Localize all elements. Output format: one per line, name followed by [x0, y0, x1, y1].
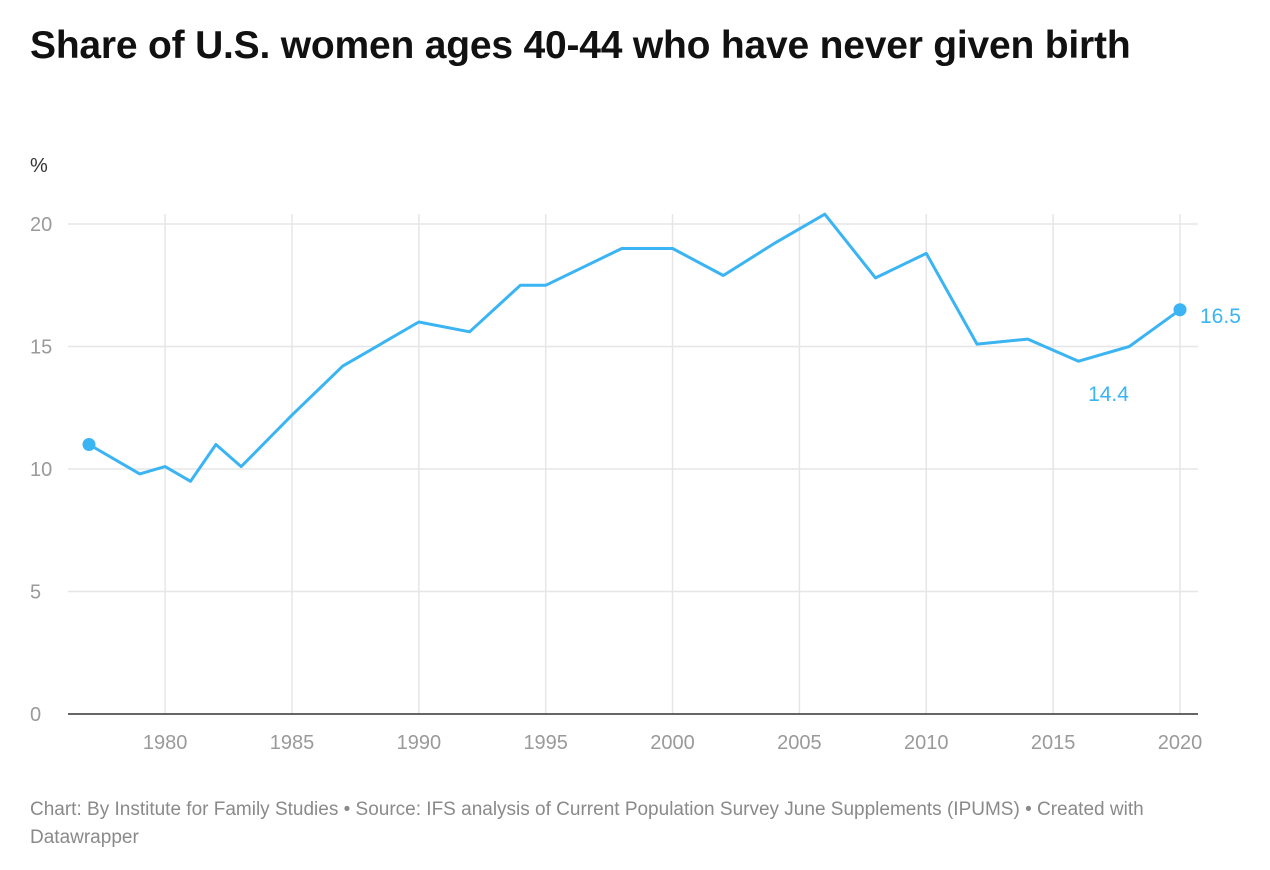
x-tick-label: 2015	[1031, 732, 1076, 754]
x-tick-label: 1990	[397, 732, 442, 754]
x-tick-label: 2020	[1158, 732, 1203, 754]
series-lines	[82, 212, 1187, 483]
y-tick-label: 0	[30, 704, 41, 726]
endpoint-marker	[1173, 303, 1187, 317]
x-tick-label: 1985	[270, 732, 315, 754]
endpoint-marker	[82, 438, 96, 451]
chart-title: Share of U.S. women ages 40-44 who have …	[30, 24, 1131, 67]
data-labels: 14.4 16.5	[1088, 305, 1241, 406]
y-tick-label: 10	[30, 459, 52, 481]
y-tick-label: 15	[30, 337, 52, 359]
x-tick-label: 1995	[523, 732, 568, 754]
y-tick-label: 20	[30, 214, 52, 236]
data-label: 14.4	[1088, 383, 1129, 406]
series-line	[87, 212, 1182, 483]
x-tick-label: 1980	[143, 732, 188, 754]
gridlines	[68, 214, 1198, 714]
x-tick-label: 2005	[777, 732, 822, 754]
y-tick-label: 5	[30, 582, 41, 604]
y-axis-unit: %	[30, 155, 48, 177]
x-tick-label: 2000	[650, 732, 695, 754]
chart-footer: Chart: By Institute for Family Studies •…	[30, 799, 1144, 848]
x-tick-label: 2010	[904, 732, 949, 754]
axes: 0 5 10 15 20 1980 1985 1990 1995 2000 2005 2010 2015…	[30, 155, 1202, 754]
data-label: 16.5	[1200, 305, 1241, 328]
